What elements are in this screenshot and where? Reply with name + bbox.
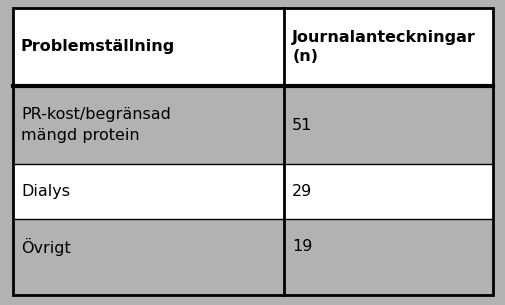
Bar	[13, 164, 492, 219]
Text: 51: 51	[291, 117, 312, 132]
Bar	[13, 219, 492, 274]
Text: Journalanteckningar
(n): Journalanteckningar (n)	[291, 30, 475, 64]
Text: Dialys: Dialys	[21, 184, 70, 199]
Text: 29: 29	[291, 184, 312, 199]
Bar	[13, 86, 492, 164]
Text: 19: 19	[291, 239, 312, 254]
Text: Problemställning: Problemställning	[21, 40, 175, 55]
Bar	[13, 8, 492, 86]
Text: Övrigt: Övrigt	[21, 238, 71, 256]
Text: PR-kost/begränsad
mängd protein: PR-kost/begränsad mängd protein	[21, 107, 171, 143]
